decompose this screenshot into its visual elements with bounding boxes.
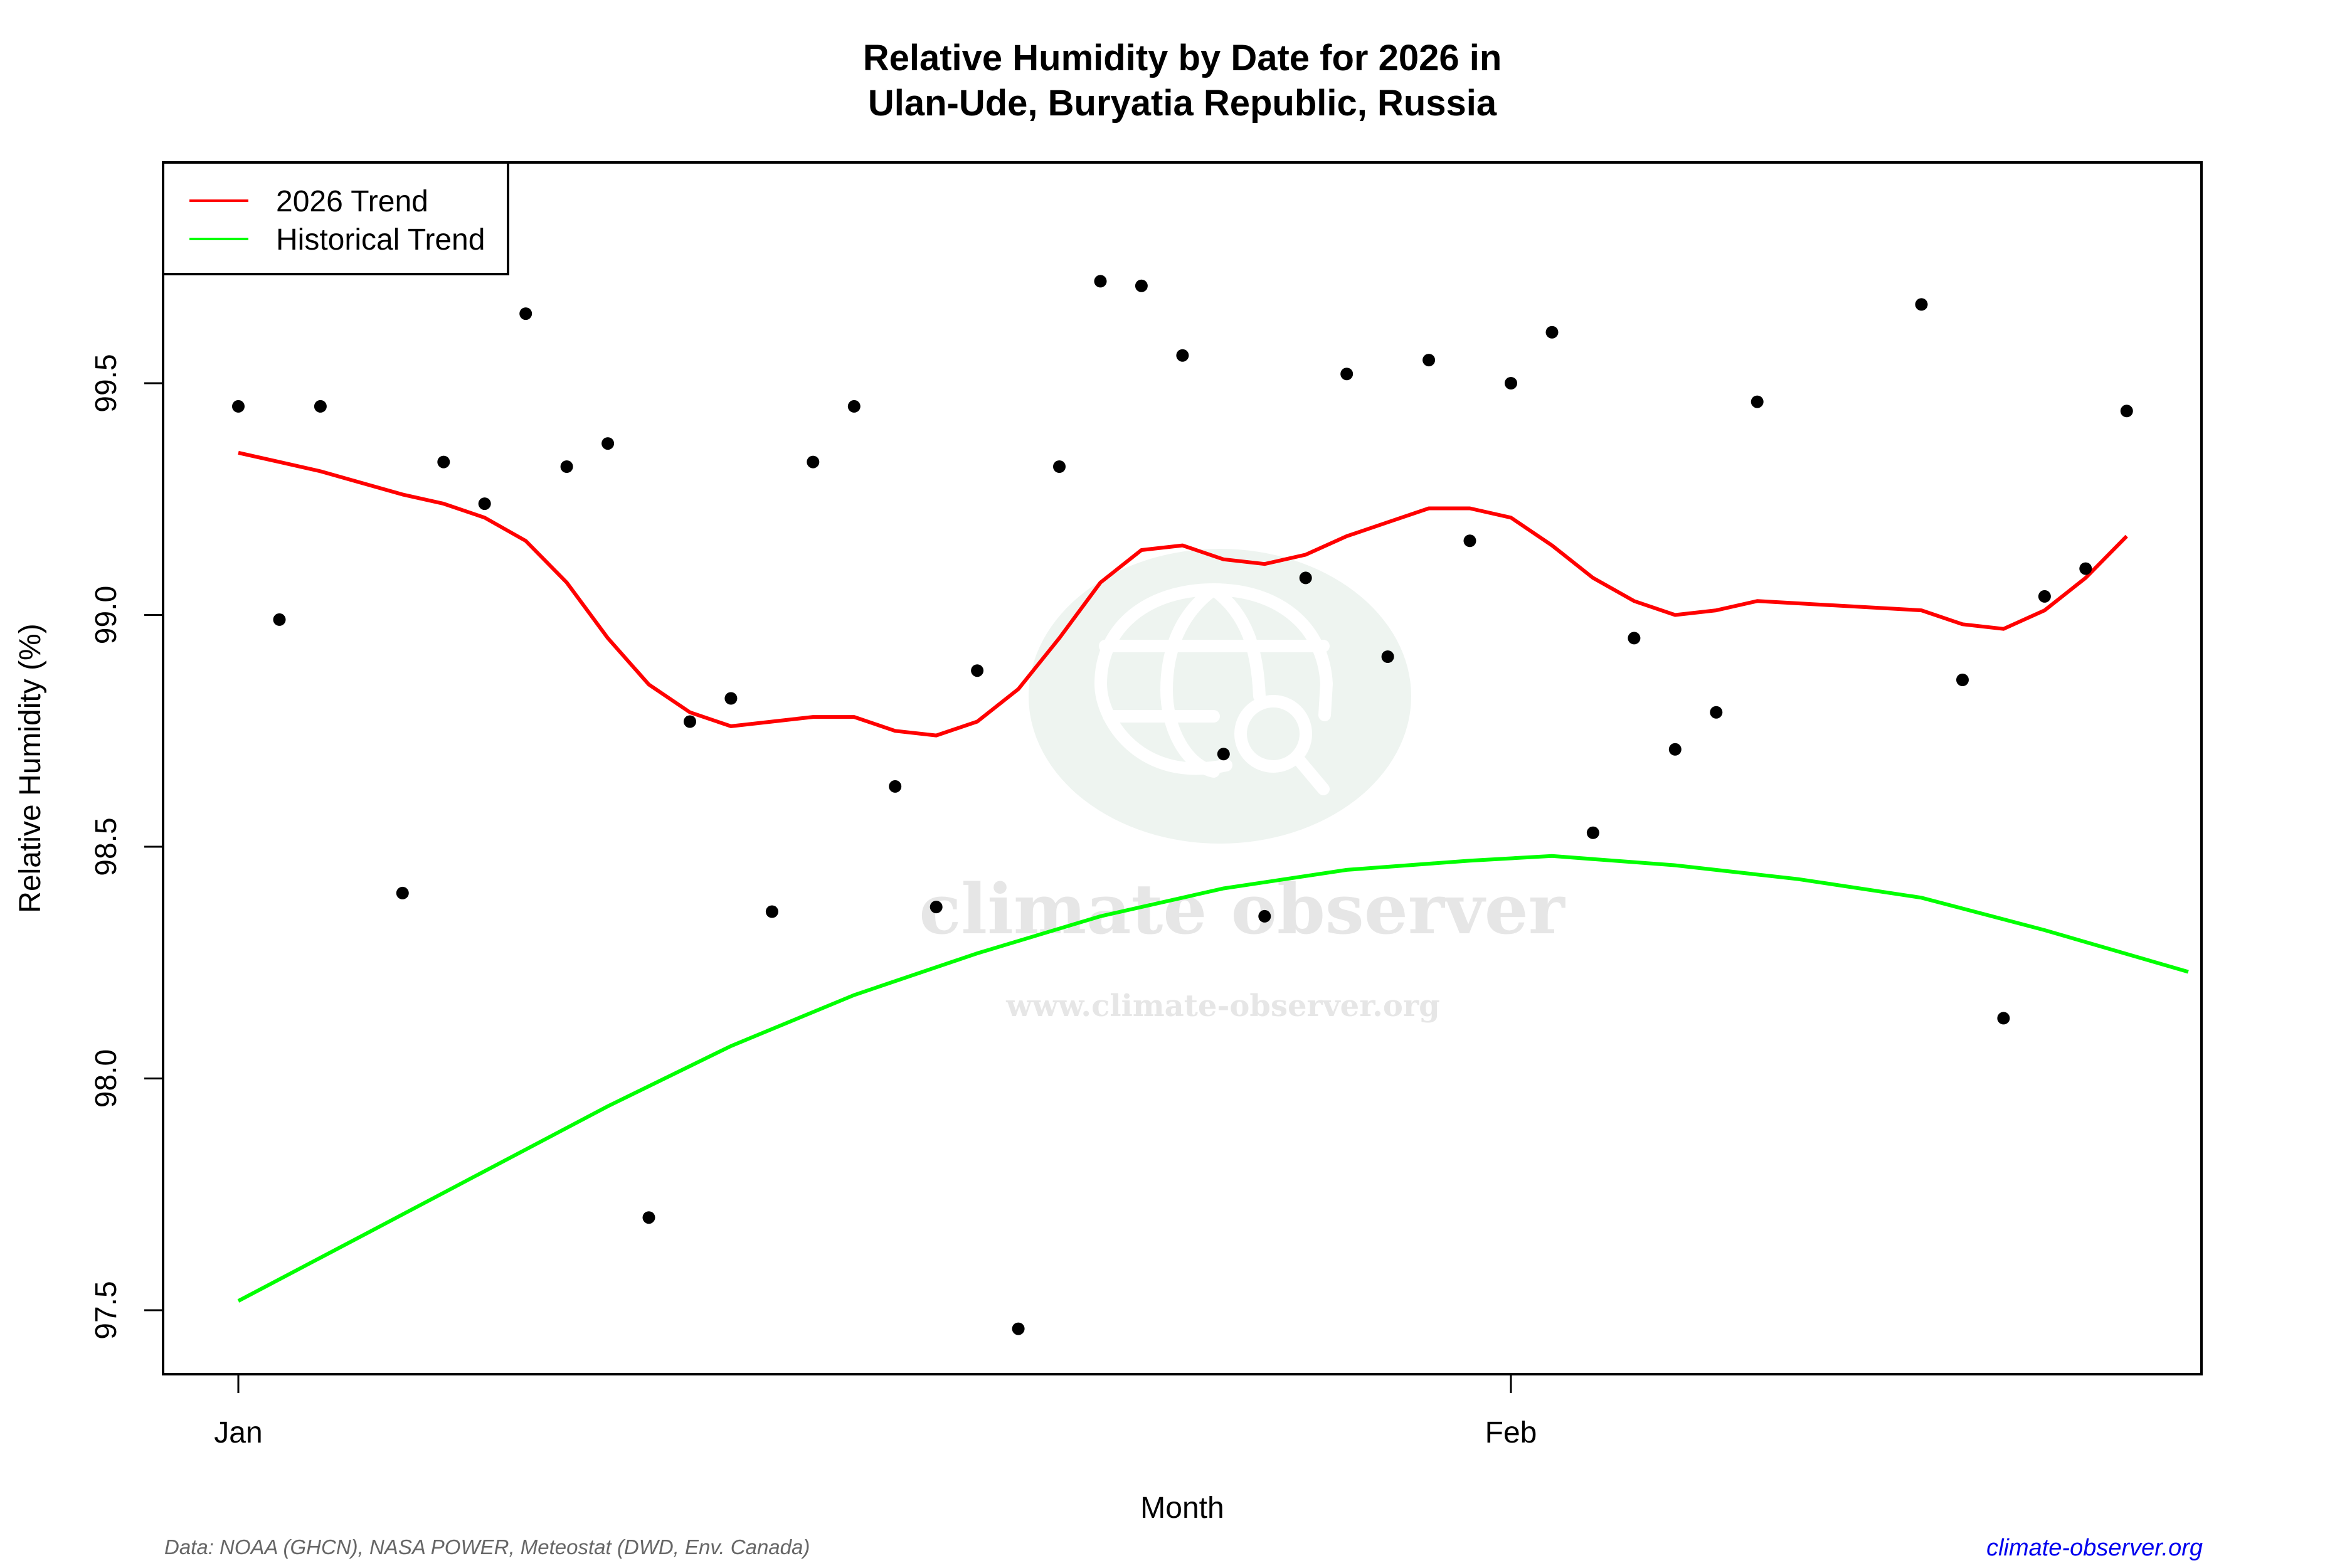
y-tick-label: 99.5 [90, 354, 123, 412]
data-point [1628, 632, 1641, 645]
y-tick-label: 98.5 [90, 817, 123, 876]
globe-search-icon [1094, 583, 1333, 795]
data-point [1668, 743, 1682, 756]
y-axis-title: Relative Humidity (%) [14, 623, 47, 913]
site-link[interactable]: climate-observer.org [1986, 1535, 2203, 1561]
data-point [1299, 571, 1312, 585]
data-point [2038, 590, 2051, 603]
data-point [1258, 909, 1271, 923]
data-point [1012, 1322, 1025, 1335]
x-axis: Jan Feb [214, 1374, 1537, 1449]
historical-trend-line [237, 854, 2189, 1303]
data-point [765, 905, 778, 918]
data-point [724, 692, 738, 705]
data-point [1094, 275, 1107, 288]
x-tick-label: Jan [214, 1416, 262, 1449]
data-point [1176, 349, 1189, 362]
data-point [1915, 298, 1928, 311]
data-point [1710, 706, 1723, 719]
data-point [1340, 368, 1353, 381]
data-point [601, 437, 615, 450]
legend: 2026 Trend Historical Trend [162, 161, 509, 275]
legend-box [162, 161, 509, 275]
data-point [437, 455, 450, 469]
data-point [1545, 326, 1559, 339]
data-point [1463, 534, 1476, 548]
chart-title-line1: Relative Humidity by Date for 2026 in [863, 38, 1502, 78]
data-point [1381, 650, 1394, 663]
chart-title-line2: Ulan-Ude, Buryatia Republic, Russia [868, 83, 1497, 124]
watermark-name: climate observer [919, 869, 1565, 950]
data-points [232, 275, 2133, 1335]
data-point [396, 886, 409, 899]
trend-2026-line [238, 450, 2128, 738]
data-point [684, 715, 696, 728]
data-point [560, 460, 573, 473]
data-point [807, 455, 820, 469]
data-point [971, 664, 984, 677]
watermark-url: www.climate-observer.org [1005, 988, 1439, 1024]
data-point [1505, 377, 1517, 389]
data-point [847, 400, 861, 413]
legend-label-2026: 2026 Trend [276, 185, 428, 218]
data-point [1053, 460, 1066, 473]
data-point [519, 307, 532, 320]
plot-frame [162, 161, 2203, 1375]
data-point [2079, 562, 2092, 575]
x-axis-title: Month [1140, 1491, 1224, 1525]
data-point [930, 901, 943, 914]
data-point [1135, 279, 1148, 292]
data-point [1422, 354, 1436, 367]
data-point [1956, 674, 1969, 686]
data-source-note: Data: NOAA (GHCN), NASA POWER, Meteostat… [164, 1535, 810, 1559]
data-point [1217, 748, 1230, 761]
data-point [642, 1211, 655, 1224]
data-point [314, 400, 327, 413]
data-point [889, 780, 902, 793]
watermark: climate observer www.climate-observer.or… [919, 549, 1566, 1024]
y-tick-label: 99.0 [90, 586, 123, 644]
data-point [1586, 826, 1599, 839]
data-point [1751, 395, 1764, 408]
data-point [273, 613, 286, 626]
data-point [478, 497, 491, 511]
y-axis: 97.5 98.0 98.5 99.0 99.5 [90, 354, 163, 1340]
data-point [1997, 1012, 2010, 1025]
y-tick-label: 98.0 [90, 1049, 123, 1108]
x-tick-label: Feb [1485, 1416, 1537, 1449]
data-point [2120, 405, 2133, 418]
y-tick-label: 97.5 [90, 1281, 123, 1339]
data-point [232, 400, 245, 413]
legend-label-historical: Historical Trend [276, 223, 485, 257]
